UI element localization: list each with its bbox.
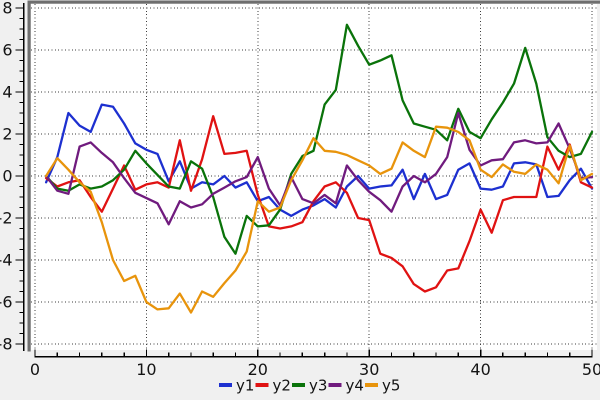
y-tick-label: 0 (2, 167, 12, 186)
plot-frame-left (27, 0, 31, 352)
series-line-y2 (44, 115, 594, 293)
series-line-y3 (44, 23, 594, 255)
legend-label-y5: y5 (382, 377, 400, 395)
y-tick-label: 6 (2, 41, 12, 60)
legend-label-y4: y4 (346, 377, 364, 395)
series-line-y5 (44, 125, 594, 314)
plot-area (31, 4, 597, 350)
series-line-y1 (44, 103, 594, 218)
x-tick-label: 30 (359, 360, 379, 379)
legend-label-y2: y2 (273, 377, 291, 395)
plot-frame-top (27, 0, 600, 4)
y-tick-label: -6 (0, 293, 13, 312)
x-tick-label: 50 (582, 360, 600, 379)
legend-label-y1: y1 (236, 377, 254, 395)
y-tick-label: -2 (0, 209, 13, 228)
x-tick-label: 20 (248, 360, 268, 379)
y-tick-label: 2 (2, 125, 12, 144)
legend-label-y3: y3 (309, 377, 327, 395)
x-tick-label: 10 (136, 360, 156, 379)
series-line-y4 (44, 111, 594, 226)
y-tick-label: 4 (2, 83, 12, 102)
y-tick-label: 8 (2, 0, 12, 18)
x-tick-label: 40 (470, 360, 490, 379)
x-tick-label: 0 (30, 360, 40, 379)
y-tick-label: -8 (0, 335, 13, 354)
y-tick-label: -4 (0, 251, 13, 270)
